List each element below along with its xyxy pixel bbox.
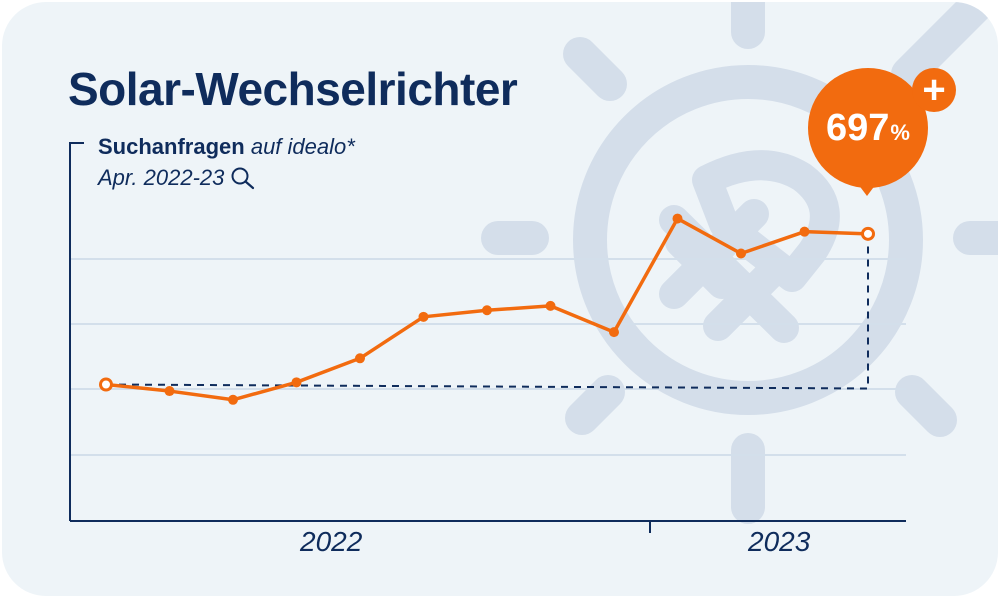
magnifier-icon: [231, 167, 255, 190]
plus-badge: +: [912, 68, 956, 112]
data-point: [672, 213, 683, 224]
chart-title: Solar-Wechselrichter: [68, 63, 518, 115]
subtitle-rest: auf idealo*: [250, 134, 355, 159]
data-point: [736, 248, 746, 259]
x-tick-label-2023: 2023: [748, 526, 811, 557]
data-point: [861, 226, 875, 241]
data-point: [355, 353, 365, 364]
subtitle-line-1: Suchanfragen auf idealo*: [98, 132, 355, 163]
subtitle-line-2: Apr. 2022-23: [98, 163, 355, 194]
growth-unit: %: [890, 120, 910, 145]
data-point: [545, 300, 556, 311]
gridlines: [70, 258, 906, 456]
data-point: [228, 394, 238, 405]
growth-value: 697: [826, 106, 890, 149]
data-point: [799, 226, 810, 237]
period-label: Apr. 2022-23: [98, 164, 225, 190]
x-tick-label-2022: 2022: [300, 526, 363, 557]
data-point: [418, 311, 429, 322]
chart-subtitle: Suchanfragen auf idealo* Apr. 2022-23: [98, 132, 355, 194]
axes: [69, 142, 906, 533]
subtitle-strong: Suchanfragen: [98, 134, 245, 159]
data-point: [609, 327, 619, 338]
data-point: [482, 305, 492, 316]
solar-plug-icon: [481, 2, 998, 524]
data-point: [164, 386, 175, 397]
growth-badge: 697%: [808, 68, 928, 188]
data-point: [99, 377, 113, 392]
y-axis: [69, 142, 84, 521]
data-point: [291, 377, 302, 388]
data-points: [99, 213, 875, 405]
